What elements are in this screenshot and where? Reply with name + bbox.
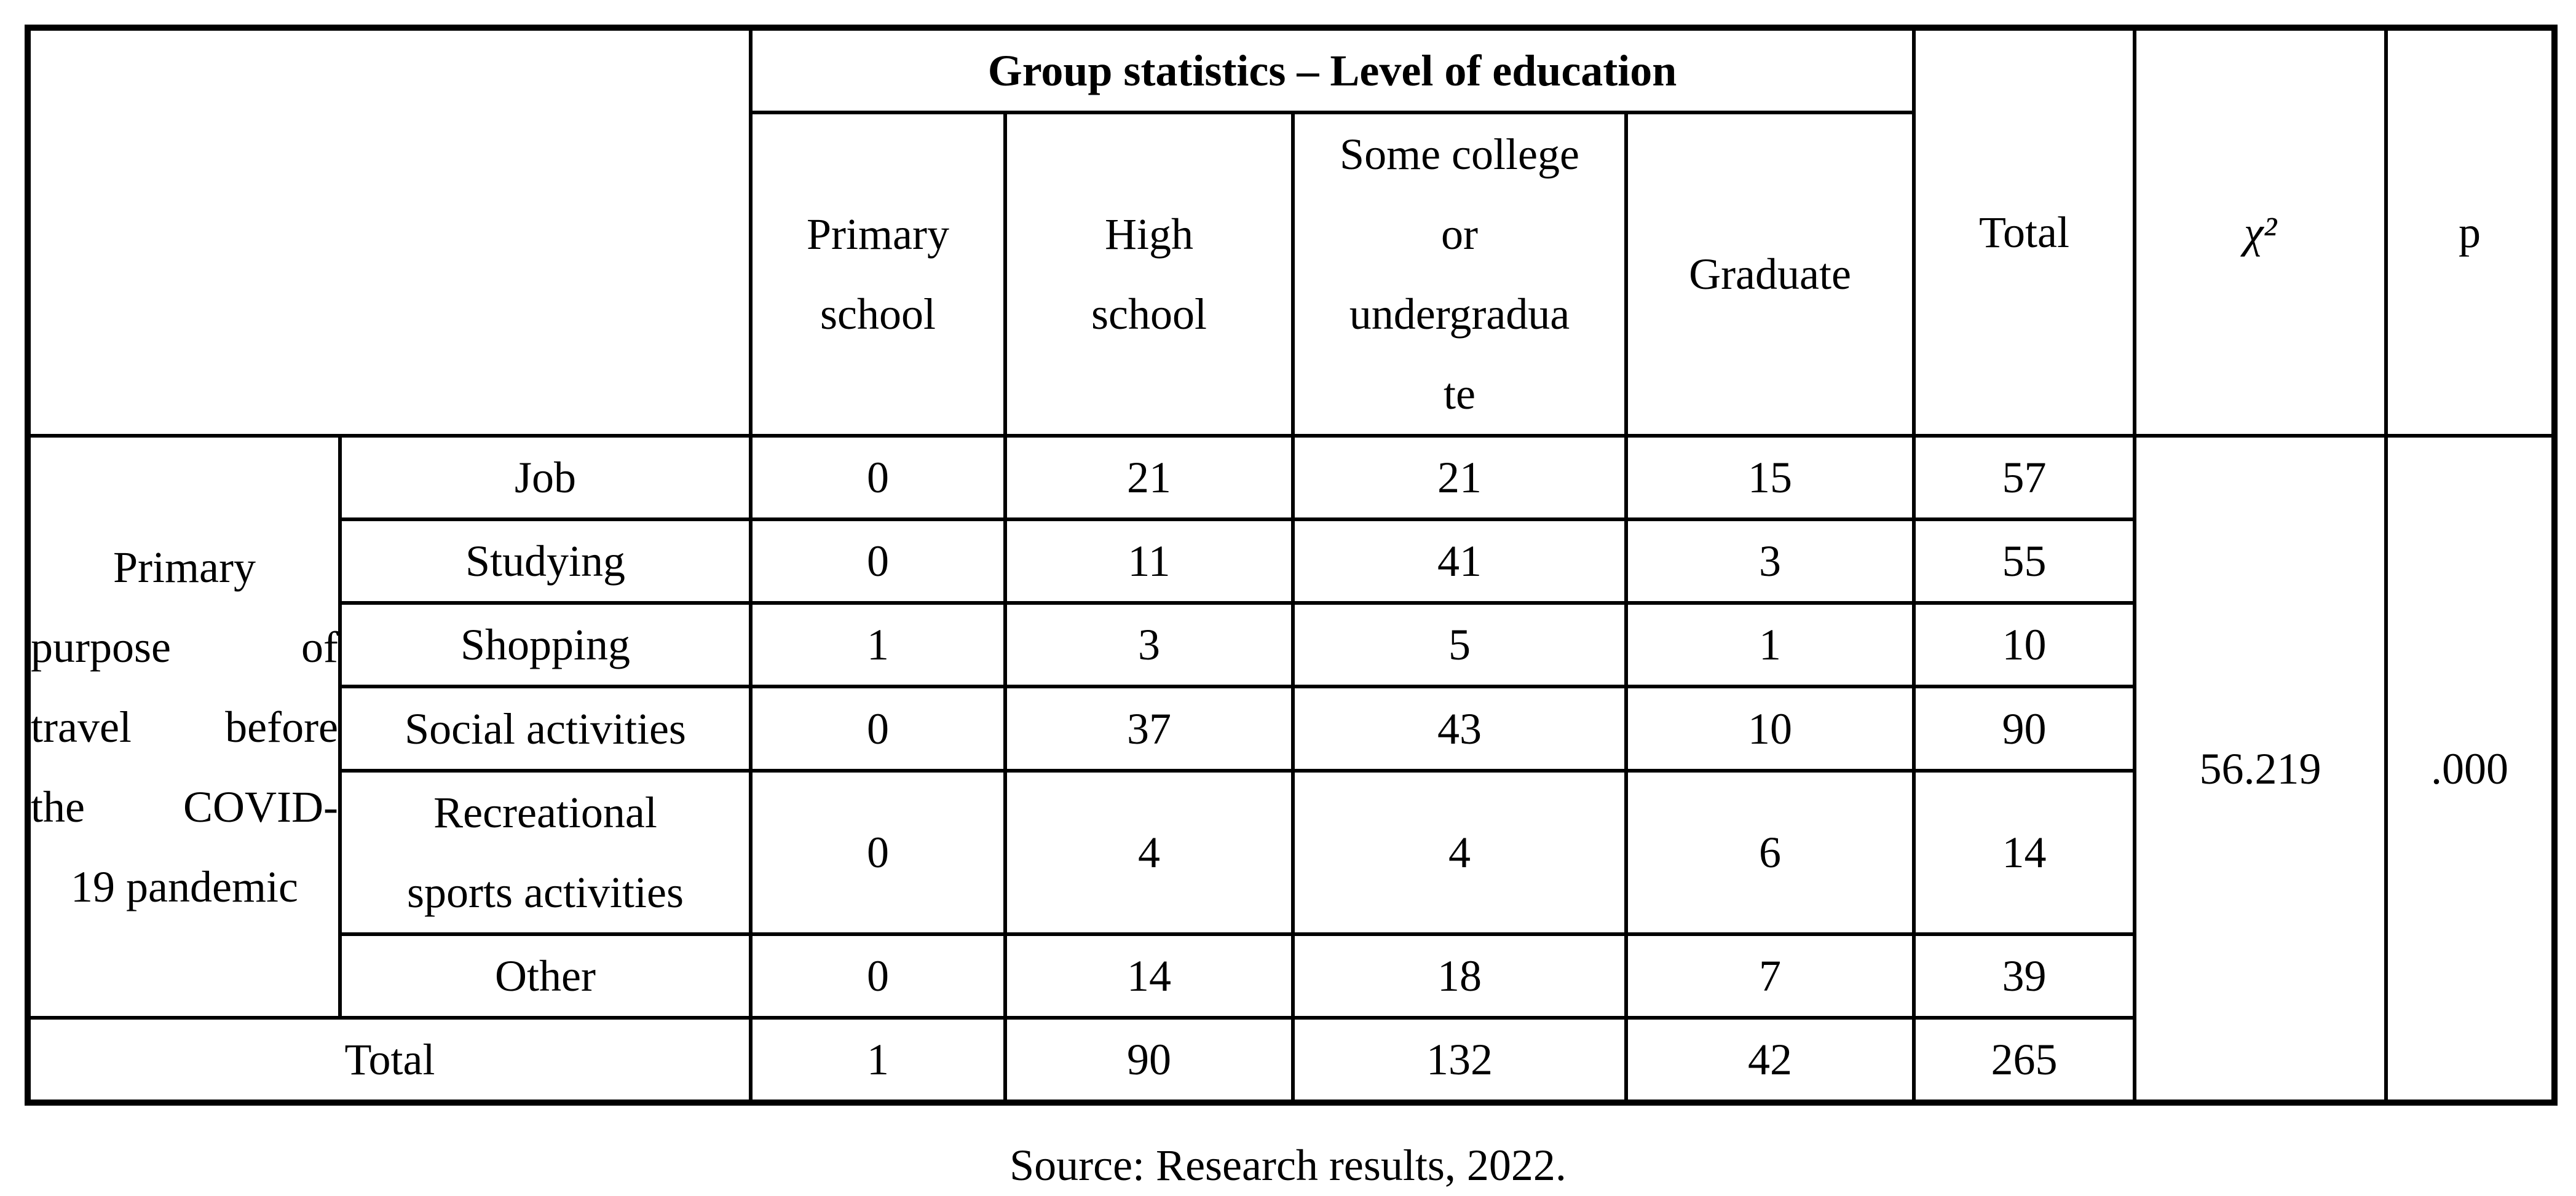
group-header-title: Group statistics – Level of education: [748, 26, 1916, 114]
col-header-chi-square: χ²: [2133, 26, 2388, 438]
source-note: Source: Research results, 2022.: [1009, 1141, 1567, 1190]
data-cell: 6: [1624, 769, 1916, 936]
data-cell: 1: [749, 601, 1007, 688]
data-cell: 10: [1624, 685, 1916, 773]
row-label: Other: [338, 932, 753, 1020]
row-group-label: Primary purpose of travel before the COV…: [26, 434, 342, 1020]
total-row-label: Total: [26, 1016, 753, 1104]
data-cell: 55: [1912, 517, 2137, 605]
data-cell: 3: [1624, 517, 1916, 605]
data-cell: 5: [1291, 601, 1628, 688]
data-cell: 18: [1291, 932, 1628, 1020]
row-group-label-line: purpose of: [31, 622, 338, 672]
row-group-label-line: Primary: [113, 542, 256, 592]
data-cell: 57: [1912, 434, 2137, 521]
table-row: Social activities 0 37 43 10 90: [28, 685, 2554, 773]
row-group-label-line: the COVID-: [31, 782, 338, 832]
data-cell: 21: [1003, 434, 1295, 521]
col-header-p: p: [2384, 26, 2557, 438]
data-cell: 15: [1624, 434, 1916, 521]
data-cell: 1: [1624, 601, 1916, 688]
data-cell: 37: [1003, 685, 1295, 773]
col-header-total: Total: [1912, 26, 2137, 438]
data-cell: 265: [1912, 1016, 2137, 1104]
table-row: Other 0 14 18 7 39: [28, 932, 2554, 1020]
row-group-label-line: 19 pandemic: [71, 862, 298, 911]
group-statistics-table: Group statistics – Level of education To…: [25, 25, 2558, 1106]
data-cell: 4: [1291, 769, 1628, 936]
data-cell: 10: [1912, 601, 2137, 688]
data-cell: 0: [749, 517, 1007, 605]
data-cell: 132: [1291, 1016, 1628, 1104]
row-label: Job: [338, 434, 753, 521]
header-row-2: Primary school High school Some college …: [28, 111, 2554, 438]
row-label: Shopping: [338, 601, 753, 688]
col-header-graduate: Graduate: [1624, 111, 1916, 438]
data-cell: 39: [1912, 932, 2137, 1020]
table-row: Studying 0 11 41 3 55: [28, 517, 2554, 605]
data-cell: 0: [749, 434, 1007, 521]
row-label: Studying: [338, 517, 753, 605]
row-label: Social activities: [338, 685, 753, 773]
data-cell: 11: [1003, 517, 1295, 605]
table-row: Shopping 1 3 5 1 10: [28, 601, 2554, 688]
data-cell: 90: [1912, 685, 2137, 773]
data-cell: 1: [749, 1016, 1007, 1104]
data-cell: 42: [1624, 1016, 1916, 1104]
data-cell: 0: [749, 685, 1007, 773]
col-header-high-school: High school: [1003, 111, 1295, 438]
col-header-some-college: Some college or undergradua te: [1291, 111, 1628, 438]
row-label: Recreational sports activities: [338, 769, 753, 936]
data-cell: 43: [1291, 685, 1628, 773]
data-cell: 14: [1003, 932, 1295, 1020]
empty-corner-cell: [26, 26, 753, 438]
data-cell: 0: [749, 932, 1007, 1020]
data-cell: 14: [1912, 769, 2137, 936]
table-row: Primary purpose of travel before the COV…: [26, 434, 2557, 1104]
data-cell: 90: [1003, 1016, 1295, 1104]
header-row-1: Group statistics – Level of education To…: [26, 26, 2557, 438]
col-header-primary-school: Primary school: [749, 111, 1007, 438]
data-cell: 3: [1003, 601, 1295, 688]
data-cell: 7: [1624, 932, 1916, 1020]
row-group-label-line: travel before: [31, 702, 338, 752]
data-cell: 21: [1291, 434, 1628, 521]
table-row: Recreational sports activities 0 4 4 6 1…: [28, 769, 2554, 936]
data-cell: 0: [749, 769, 1007, 936]
p-value-cell: .000: [2384, 434, 2557, 1104]
chi-square-value-cell: 56.219: [2133, 434, 2388, 1104]
total-row: Total 1 90 132 42 265: [26, 1016, 2554, 1104]
data-cell: 4: [1003, 769, 1295, 936]
data-cell: 41: [1291, 517, 1628, 605]
